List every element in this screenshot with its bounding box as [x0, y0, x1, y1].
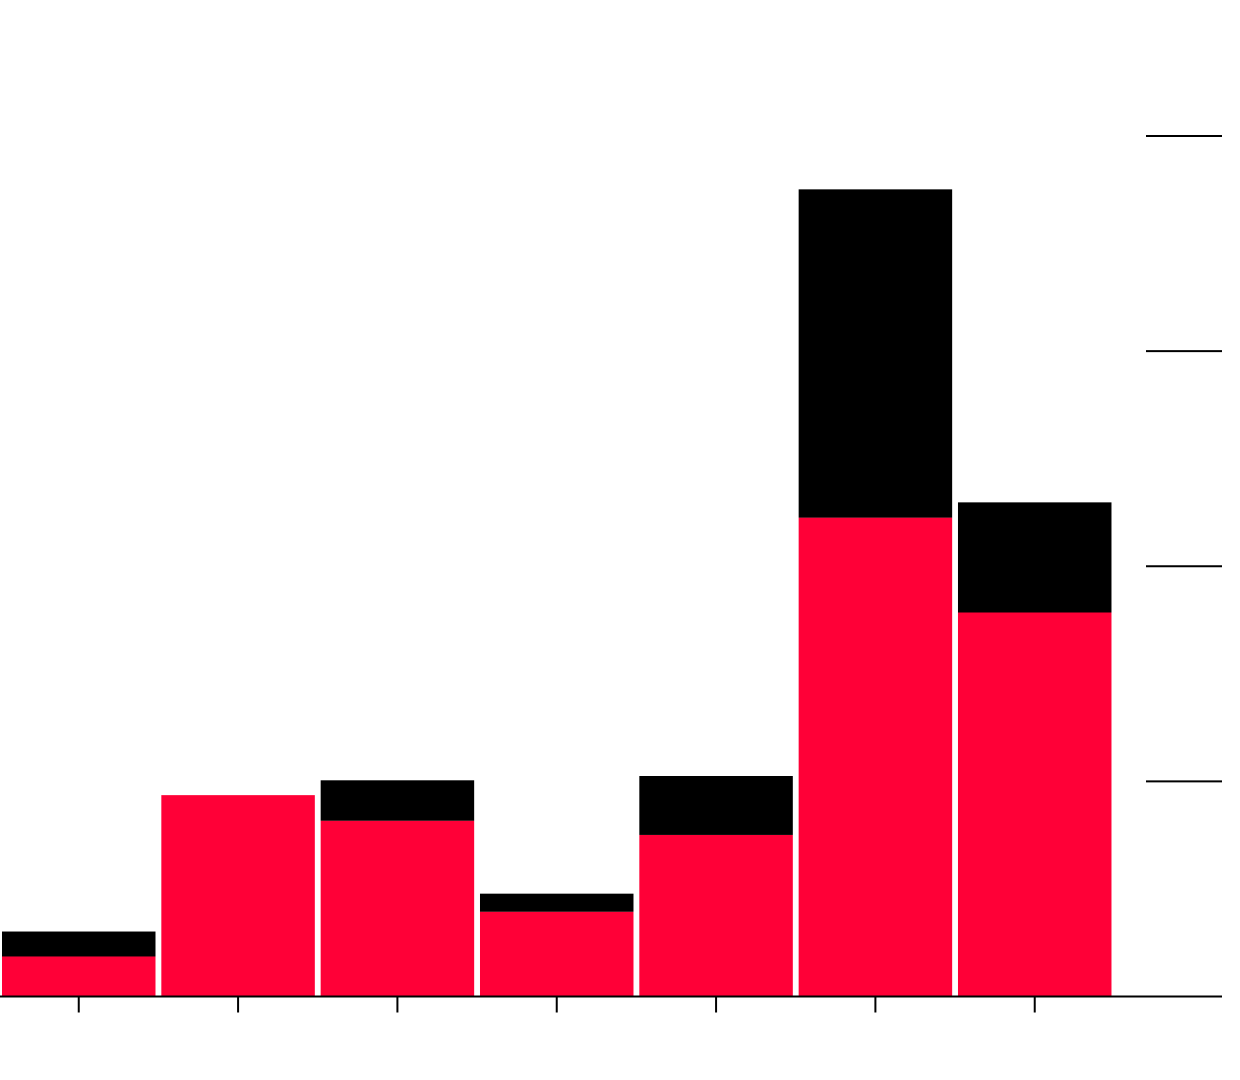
- bars-group: [2, 189, 1112, 997]
- bar-segment-2-series-1: [161, 795, 315, 997]
- bar-segment-5-series-2: [639, 776, 793, 835]
- bar-segment-4-series-1: [479, 911, 634, 997]
- bar-segment-7-series-2: [957, 502, 1112, 613]
- bar-segment-6-series-2: [798, 189, 953, 518]
- bar-segment-1-series-2: [2, 931, 156, 957]
- bar-segment-4-series-2: [479, 893, 634, 912]
- bar-segment-1-series-1: [2, 956, 156, 997]
- bar-segment-6-series-1: [798, 517, 953, 997]
- bar-segment-7-series-1: [957, 612, 1112, 997]
- axes-group: [0, 135, 1222, 1013]
- bar-segment-3-series-1: [320, 820, 475, 997]
- bar-segment-5-series-1: [639, 834, 793, 997]
- bar-segment-3-series-2: [320, 780, 475, 821]
